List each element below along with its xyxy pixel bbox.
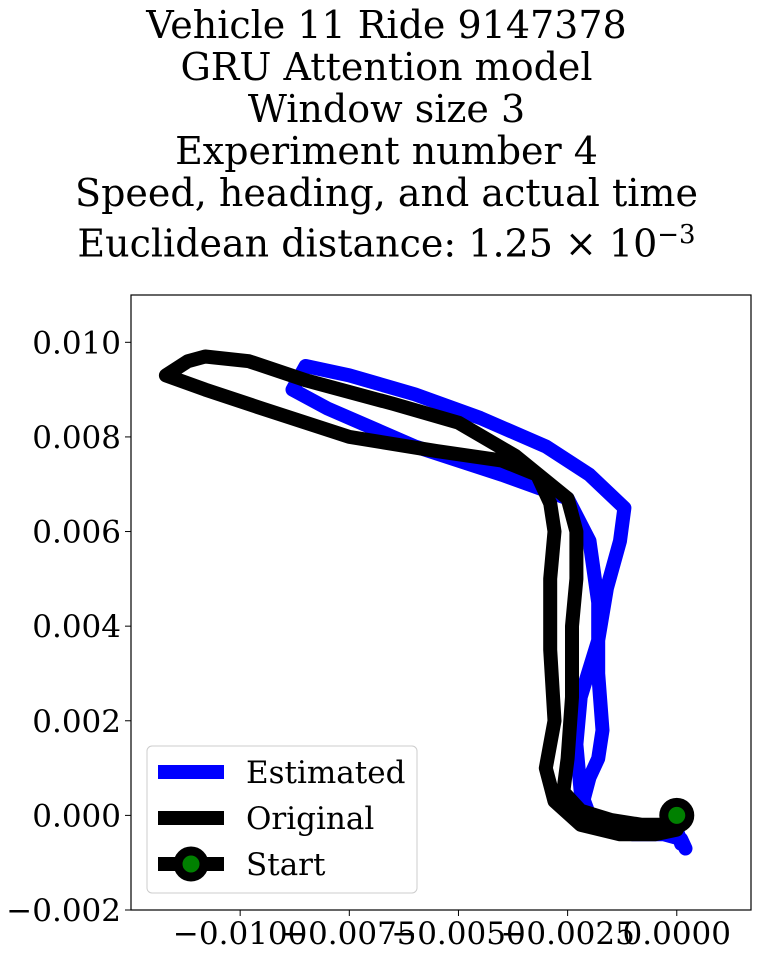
x-tick-label: −0.0050 bbox=[391, 916, 525, 952]
plot-area bbox=[158, 349, 695, 856]
title-line-3: Window size 3 bbox=[247, 87, 526, 131]
y-tick-label: 0.002 bbox=[32, 704, 121, 740]
distance-prefix: Euclidean distance: 1.25 bbox=[77, 221, 553, 266]
legend-label-estimated: Estimated bbox=[246, 755, 405, 791]
legend-start-marker bbox=[173, 846, 209, 882]
distance-base: 10 bbox=[608, 221, 658, 266]
title-line-5: Speed, heading, and actual time bbox=[75, 171, 698, 215]
y-tick-label: 0.008 bbox=[32, 420, 121, 456]
chart-title: Vehicle 11 Ride 9147378 GRU Attention mo… bbox=[0, 4, 773, 265]
y-tick-label: 0.000 bbox=[32, 798, 121, 834]
distance-exponent: −3 bbox=[657, 220, 696, 250]
y-tick-label: −0.002 bbox=[6, 893, 121, 929]
title-line-4: Experiment number 4 bbox=[175, 129, 598, 173]
series-line-estimated bbox=[285, 359, 693, 856]
times-sign: × bbox=[564, 221, 597, 266]
legend-box bbox=[146, 745, 418, 894]
x-tick-label: −0.0100 bbox=[173, 916, 307, 952]
x-tick-label: 0.0000 bbox=[623, 916, 731, 952]
y-tick-label: 0.006 bbox=[32, 515, 121, 551]
y-tick-label: 0.010 bbox=[32, 325, 121, 361]
title-line-1: Vehicle 11 Ride 9147378 bbox=[146, 3, 627, 47]
y-tick-label: 0.004 bbox=[32, 609, 121, 645]
legend: Estimated Original Start bbox=[146, 745, 418, 894]
x-tick-label: −0.0025 bbox=[500, 916, 634, 952]
x-tick-label: −0.0075 bbox=[282, 916, 416, 952]
axes-frame bbox=[130, 294, 752, 911]
title-line-6: Euclidean distance: 1.25 × 10−3 bbox=[0, 214, 773, 265]
series-line-original bbox=[158, 349, 684, 842]
start-point-marker bbox=[659, 797, 695, 833]
legend-label-start: Start bbox=[246, 847, 326, 883]
legend-label-original: Original bbox=[246, 801, 374, 837]
title-line-2: GRU Attention model bbox=[180, 45, 593, 89]
